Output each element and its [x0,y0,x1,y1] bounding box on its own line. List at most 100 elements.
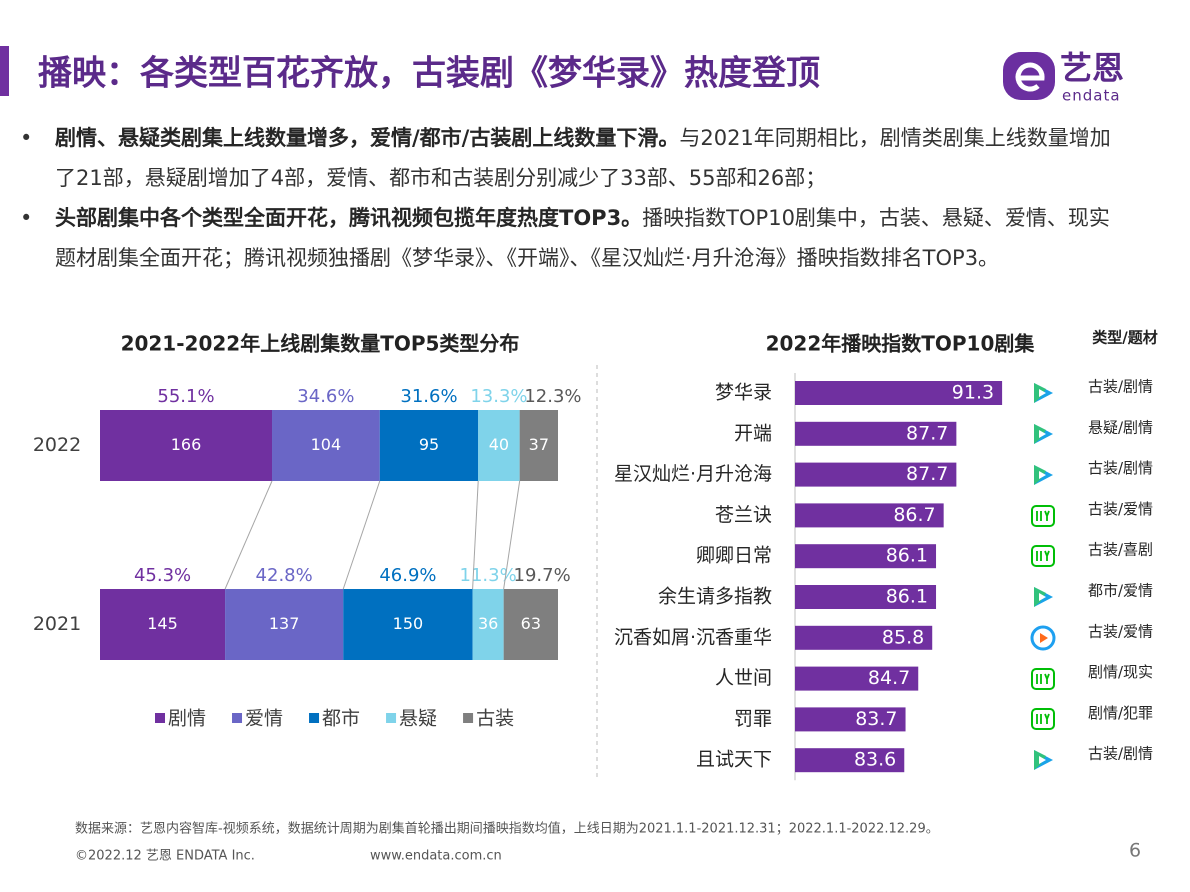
value-label: 104 [311,435,342,454]
category-label: 梦华录 [715,382,772,404]
share-label: 55.1% [157,386,214,407]
value-label: 36 [478,614,498,633]
share-label: 34.6% [297,386,354,407]
share-label: 19.7% [514,565,571,586]
page-title: 播映：各类型百花齐放，古装剧《梦华录》热度登顶 [38,54,820,94]
connector [342,480,381,590]
category-label: 沉香如屑·沉香重华 [614,626,772,648]
platform-icon [1034,750,1053,770]
legend-swatch [463,713,474,723]
bar-segment [100,410,273,481]
value-label: 87.7 [906,422,948,444]
share-label: 42.8% [256,565,313,586]
platform-icon [1031,708,1055,730]
category-label: 且试天下 [696,749,772,771]
bar-segment [478,410,520,481]
platform-icon [1031,545,1055,567]
platform-icon [1034,465,1053,485]
platform-icon [1031,668,1055,690]
genre-label: 古装/爱情 [1088,622,1153,640]
value-label: 83.7 [855,708,897,730]
genre-label: 剧情/现实 [1088,663,1153,681]
value-label: 84.7 [868,667,910,689]
platform-icon [1030,625,1056,651]
category-label: 罚罪 [734,708,772,730]
bar [795,748,905,773]
platform-icon [1034,424,1053,444]
share-label: 46.9% [379,565,436,586]
bar [795,503,944,528]
category-label: 开端 [734,422,772,444]
genre-label: 古装/剧情 [1088,745,1153,763]
bullet-bold: 剧情、悬疑类剧集上线数量增多，爱情/都市/古装剧上线数量下滑。 [55,126,680,150]
bar-segment [225,589,344,660]
bar [795,707,906,732]
bar [795,421,957,446]
platform-icon [1031,505,1055,527]
bar [795,544,937,569]
share-label: 31.6% [400,386,457,407]
genre-label: 古装/爱情 [1088,500,1153,518]
value-label: 91.3 [952,382,994,404]
share-label: 12.3% [524,386,581,407]
legend-label: 都市 [322,708,360,730]
value-label: 166 [171,435,202,454]
connector [472,480,479,590]
logo-text: 艺恩 [1060,49,1124,87]
legend-swatch [155,713,165,723]
category-label: 卿卿日常 [696,545,772,567]
legend-swatch [232,713,243,723]
bar [795,585,937,609]
bar-segment [379,410,479,481]
share-label: 11.3% [460,565,517,586]
chart-title: 2021-2022年上线剧集数量TOP5类型分布 [121,332,520,356]
genre-label: 古装/喜剧 [1088,541,1153,559]
legend-swatch [386,713,397,723]
share-label: 13.3% [470,386,527,407]
platform-icon [1034,587,1053,607]
copyright: ©2022.12 艺恩 ENDATA Inc. [75,849,255,864]
bar-segment [272,410,380,481]
category-label: 2021 [33,613,81,635]
url: www.endata.com.cn [370,849,502,864]
platform-icon [1034,383,1053,403]
bullets: 剧情、悬疑类剧集上线数量增多，爱情/都市/古装剧上线数量下滑。与2021年同期相… [20,118,1120,278]
value-label: 83.6 [854,749,896,771]
value-label: 150 [393,614,424,633]
bar [795,625,933,650]
bar-segment [100,589,226,660]
legend-label: 悬疑 [399,708,437,730]
legend-label: 剧情 [168,708,206,730]
connector [224,480,273,590]
genre-label: 悬疑/剧情 [1088,418,1153,436]
logo: 艺恩 endata [1003,49,1124,105]
bar [795,462,957,487]
source-note: 数据来源：艺恩内容智库-视频系统，数据统计周期为剧集首轮播出期间播映指数均值，上… [75,821,939,837]
legend-swatch [309,713,320,723]
value-label: 87.7 [906,463,948,485]
legend-label: 古装 [476,708,514,730]
category-label: 星汉灿烂·月升沧海 [614,463,772,485]
value-label: 40 [489,435,509,454]
category-label: 2022 [33,434,81,456]
value-label: 95 [419,435,439,454]
value-label: 145 [147,614,178,633]
value-label: 63 [521,614,541,633]
bar [795,666,919,691]
bullet-text: 播映指数TOP10剧集中，古装、悬疑、爱情、现实题材剧集全面开花；腾讯视频独播剧… [55,206,1110,270]
share-label: 45.3% [134,565,191,586]
genre-label: 古装/剧情 [1088,459,1153,477]
bullet-bold: 头部剧集中各个类型全面开花，腾讯视频包揽年度热度TOP3。 [55,206,643,230]
genre-label: 古装/剧情 [1088,378,1153,396]
value-label: 86.1 [886,545,928,567]
value-label: 37 [529,435,549,454]
bar-segment [343,589,473,660]
bar-segment [472,589,504,660]
bullet: 头部剧集中各个类型全面开花，腾讯视频包揽年度热度TOP3。播映指数TOP10剧集… [20,198,1120,278]
column-title: 类型/题材 [1092,329,1157,347]
bar-segment [519,410,558,481]
legend-label: 爱情 [245,708,283,730]
bullet: 剧情、悬疑类剧集上线数量增多，爱情/都市/古装剧上线数量下滑。与2021年同期相… [20,118,1120,198]
